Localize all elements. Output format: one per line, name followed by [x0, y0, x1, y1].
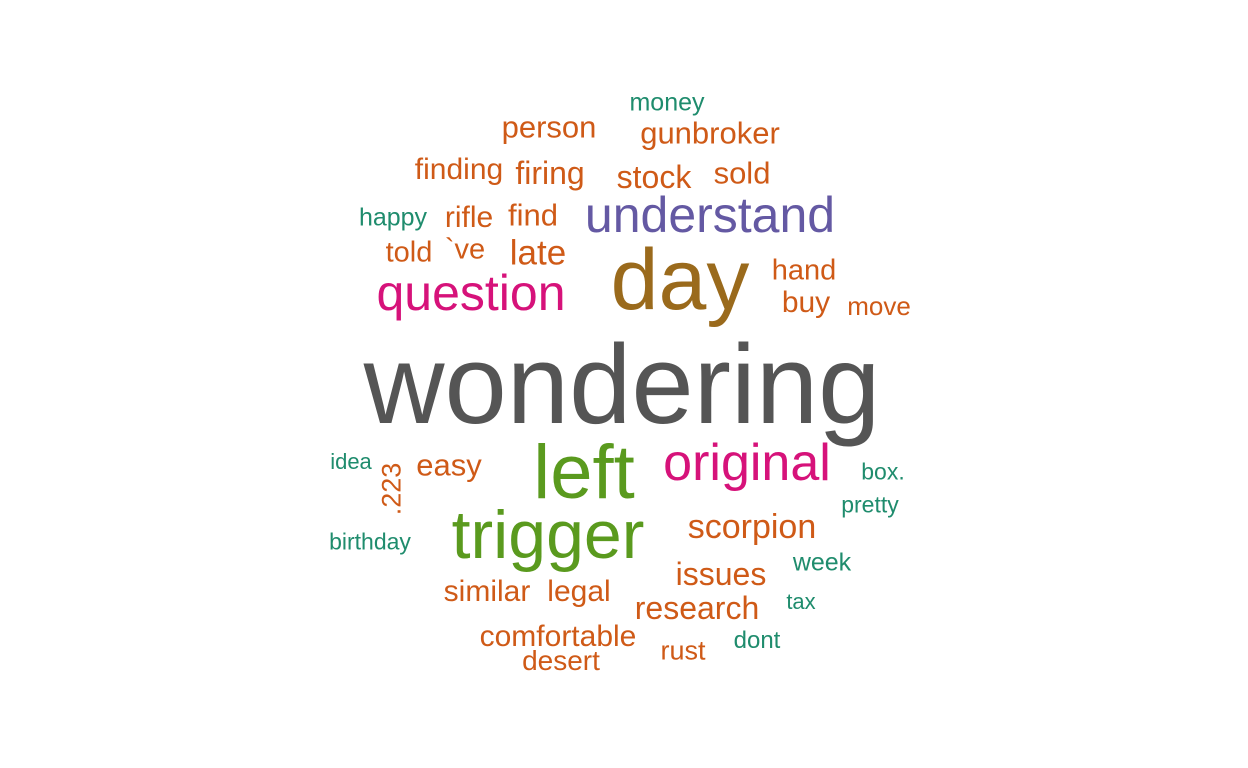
- word-research: research: [634, 590, 760, 626]
- word-issues: issues: [675, 556, 767, 592]
- word-desert: desert: [522, 645, 600, 676]
- word-box: box.: [861, 458, 905, 485]
- word-sold: sold: [713, 155, 771, 191]
- word-pretty: pretty: [841, 491, 899, 518]
- word-223: .223: [376, 462, 407, 516]
- word-wondering: wondering: [363, 322, 881, 447]
- word-tax: tax: [786, 589, 816, 614]
- word-buy: buy: [781, 286, 831, 319]
- word-find: find: [508, 197, 558, 233]
- word-easy: easy: [416, 447, 482, 483]
- word-hand: hand: [771, 254, 837, 287]
- word-question: question: [376, 265, 566, 321]
- word-idea: idea: [330, 449, 372, 474]
- word-legal: legal: [547, 575, 611, 608]
- word-finding: finding: [414, 153, 504, 186]
- word-scorpion: scorpion: [687, 508, 817, 546]
- word-similar: similar: [443, 575, 531, 608]
- word-week: week: [792, 548, 852, 577]
- word-original: original: [663, 434, 831, 492]
- word-firing: firing: [515, 155, 585, 191]
- word-dont: dont: [733, 627, 781, 654]
- word-ve: `ve: [444, 233, 486, 266]
- word-left: left: [533, 430, 635, 515]
- word-birthday: birthday: [329, 528, 411, 555]
- word-gunbroker: gunbroker: [640, 115, 780, 151]
- word-day: day: [610, 232, 750, 328]
- word-rifle: rifle: [444, 201, 494, 234]
- word-comfortable: comfortable: [479, 620, 637, 653]
- word-stock: stock: [616, 159, 692, 195]
- word-late: late: [509, 233, 567, 273]
- word-understand: understand: [584, 187, 836, 243]
- word-rust: rust: [660, 635, 706, 666]
- word-happy: happy: [358, 203, 428, 232]
- word-move: move: [847, 291, 911, 321]
- word-person: person: [501, 109, 597, 145]
- word-trigger: trigger: [451, 497, 645, 573]
- word-told: told: [385, 236, 433, 269]
- word-money: money: [629, 88, 705, 117]
